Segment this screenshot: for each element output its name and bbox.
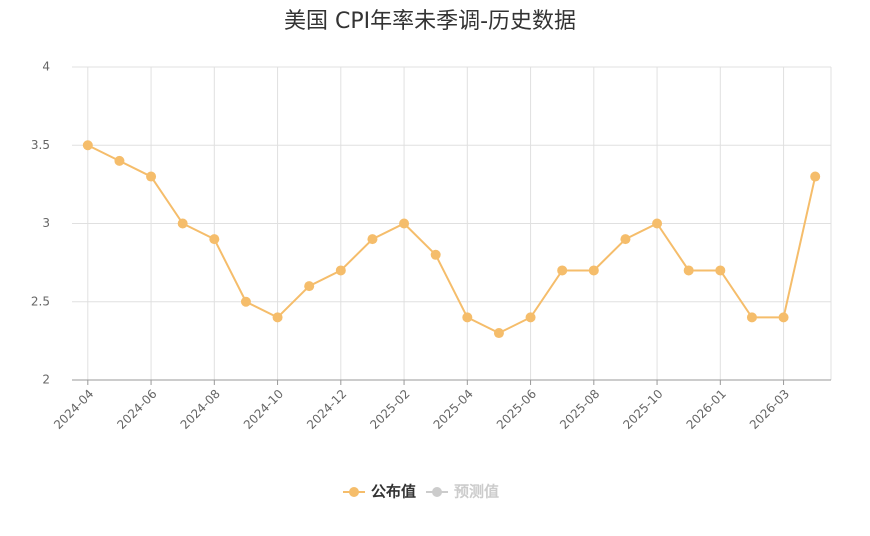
data-point	[335, 265, 346, 276]
data-point	[652, 218, 663, 229]
y-tick-label: 3.5	[31, 138, 50, 152]
data-point	[620, 234, 631, 245]
x-tick-label: 2024-04	[51, 387, 96, 432]
data-point	[557, 265, 568, 276]
y-tick-label: 2.5	[31, 294, 50, 308]
data-point	[304, 281, 315, 292]
data-point	[588, 265, 599, 276]
data-point	[493, 328, 504, 339]
data-point	[82, 140, 93, 151]
x-tick-label: 2025-04	[431, 387, 476, 432]
data-point	[399, 218, 410, 229]
data-point	[240, 296, 251, 307]
legend-label: 公布值	[371, 483, 416, 501]
chart-title: 美国 CPI年率未季调-历史数据	[284, 9, 576, 34]
y-tick-label: 3	[42, 216, 50, 230]
x-tick-label: 2026-01	[684, 387, 729, 432]
data-point	[525, 312, 536, 323]
legend-item: 公布值	[343, 483, 416, 501]
x-tick-label: 2024-10	[241, 387, 286, 432]
x-tick-label: 2024-08	[178, 387, 223, 432]
data-point	[810, 171, 821, 182]
legend-marker	[432, 487, 443, 497]
x-tick-label: 2025-10	[620, 387, 665, 432]
legend-marker	[349, 487, 359, 497]
x-tick-label: 2025-08	[557, 387, 602, 432]
data-point	[462, 312, 473, 323]
x-tick-label: 2025-06	[494, 387, 539, 432]
series-line	[87, 144, 817, 335]
data-point	[715, 265, 726, 276]
legend-label: 预测值	[454, 483, 499, 501]
data-point	[683, 265, 694, 276]
data-point	[778, 312, 789, 323]
x-tick-label: 2025-02	[367, 387, 412, 432]
data-point	[367, 234, 378, 245]
data-point	[177, 218, 188, 229]
data-point	[430, 249, 441, 260]
data-point	[146, 171, 157, 182]
data-point	[209, 234, 220, 245]
data-point	[114, 155, 125, 166]
data-point	[746, 312, 757, 323]
x-tick-label: 2024-06	[114, 387, 159, 432]
legend-item: 预测值	[426, 483, 499, 501]
x-tick-label: 2026-03	[747, 387, 792, 432]
x-tick-label: 2024-12	[304, 387, 349, 432]
data-point	[272, 312, 283, 323]
y-tick-label: 2	[42, 373, 50, 387]
y-tick-label: 4	[42, 60, 50, 74]
